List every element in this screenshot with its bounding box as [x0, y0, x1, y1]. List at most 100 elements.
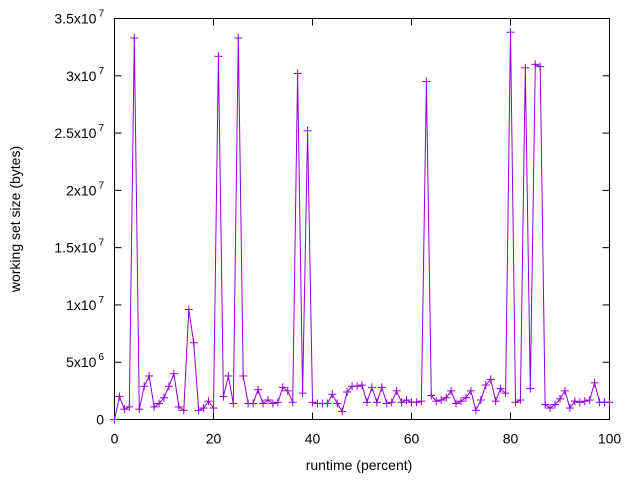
data-point: [184, 305, 193, 314]
data-point: [560, 386, 569, 395]
data-point: [362, 398, 371, 407]
data-point: [130, 33, 139, 42]
data-point: [214, 52, 223, 61]
data-point: [481, 381, 490, 390]
data-point: [382, 399, 391, 408]
data-point: [457, 397, 465, 406]
y-tick-label: 1.5x10 7: [54, 238, 104, 256]
y-tick-label: 2.5x10 7: [54, 123, 104, 141]
y-tick-mantissa: 3.5x10: [54, 11, 96, 27]
data-point: [422, 77, 431, 86]
data-point: [135, 405, 144, 414]
y-tick-label: 3.5x10 7: [54, 9, 104, 27]
y-tick-label: 2x10 7: [66, 180, 104, 198]
data-point: [150, 402, 159, 411]
x-tick-label: 0: [111, 431, 119, 447]
data-point: [570, 397, 579, 406]
data-point: [516, 396, 525, 405]
y-tick-mantissa: 5x10: [66, 354, 97, 370]
data-point: [333, 399, 342, 408]
data-point: [402, 396, 411, 405]
data-point: [565, 404, 574, 413]
data-point: [323, 399, 332, 408]
data-point: [199, 404, 208, 413]
data-point: [521, 63, 530, 72]
x-tick-label: 40: [305, 431, 321, 447]
data-point: [546, 404, 555, 413]
data-point: [145, 371, 154, 380]
data-point: [452, 399, 461, 408]
data-point: [417, 397, 426, 406]
data-point: [115, 392, 124, 401]
data-point: [476, 396, 485, 405]
data-point: [605, 398, 614, 407]
data-point: [343, 388, 352, 397]
y-tick-mantissa: 0: [96, 412, 104, 428]
data-point: [353, 382, 362, 391]
data-point: [397, 398, 406, 407]
data-point: [556, 394, 564, 403]
y-tick-mantissa: 2x10: [66, 182, 97, 198]
data-point: [120, 405, 129, 414]
data-point: [249, 399, 258, 408]
data-point: [224, 371, 233, 380]
y-tick-label: 0: [96, 412, 104, 428]
y-tick-exponent: 7: [98, 66, 104, 77]
x-tick-labels: 0 20 40 60 80 100: [111, 431, 622, 447]
y-axis-label: working set size (bytes): [7, 146, 23, 293]
data-point: [580, 397, 589, 406]
data-point: [298, 389, 307, 398]
x-tick-label: 20: [206, 431, 222, 447]
data-point-markers: [110, 28, 614, 424]
data-point: [526, 384, 535, 393]
data-point: [219, 392, 228, 401]
data-point: [293, 69, 302, 78]
data-point: [585, 396, 594, 405]
data-point: [278, 383, 287, 392]
data-point: [229, 399, 238, 408]
data-point: [575, 398, 584, 407]
data-point: [259, 399, 267, 408]
data-point: [372, 398, 381, 407]
y-tick-mantissa: 1.5x10: [54, 240, 96, 256]
data-point: [491, 397, 500, 406]
data-point: [273, 398, 282, 407]
x-axis-label: runtime (percent): [306, 457, 413, 473]
data-point: [531, 60, 540, 69]
data-point: [174, 402, 183, 411]
y-tick-mantissa: 2.5x10: [54, 125, 96, 141]
data-point: [263, 396, 272, 405]
data-point: [140, 382, 149, 391]
data-point: [268, 399, 277, 408]
data-point: [328, 390, 337, 399]
data-point: [551, 400, 560, 409]
data-point: [377, 383, 386, 392]
data-point: [283, 386, 292, 395]
y-tick-exponent: 7: [98, 9, 104, 20]
data-point: [486, 375, 495, 384]
data-point: [169, 369, 178, 378]
data-point: [536, 62, 545, 71]
y-tick-exponent: 7: [98, 238, 104, 249]
data-point: [541, 400, 550, 409]
y-tick-exponent: 7: [98, 295, 104, 306]
data-point: [110, 415, 119, 424]
series-line: [114, 32, 610, 420]
data-point: [204, 397, 213, 406]
data-point: [590, 378, 599, 387]
data-point: [432, 397, 441, 406]
data-point: [209, 404, 218, 413]
data-point: [506, 28, 515, 37]
data-point: [511, 398, 520, 407]
data-point: [189, 338, 198, 347]
data-point: [164, 382, 173, 391]
y-tick-exponent: 7: [98, 123, 104, 134]
data-point: [466, 386, 475, 395]
data-point: [367, 383, 376, 392]
y-tick-exponent: 6: [98, 352, 104, 363]
y-tick-mantissa: 1x10: [66, 297, 97, 313]
data-point: [239, 371, 248, 380]
data-point: [179, 406, 188, 415]
data-point: [288, 398, 297, 407]
